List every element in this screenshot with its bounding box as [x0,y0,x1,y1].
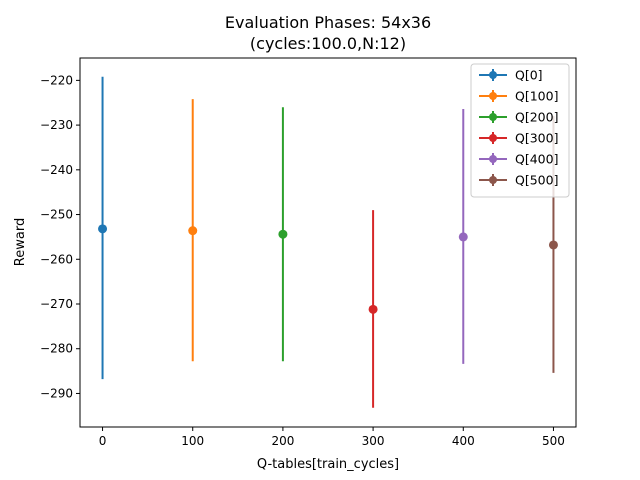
legend-label: Q[200] [515,110,558,125]
y-tick-label: −290 [40,386,73,400]
chart-title-line2: (cycles:100.0,N:12) [250,34,406,53]
x-tick-label: 0 [99,434,107,448]
legend-label: Q[300] [515,131,558,146]
data-point [188,226,198,236]
y-tick-label: −240 [40,163,73,177]
legend-marker [489,155,497,163]
x-tick-label: 100 [181,434,204,448]
legend-marker [489,92,497,100]
y-tick-label: −220 [40,73,73,87]
data-point [98,224,108,234]
legend-marker [489,176,497,184]
y-tick-label: −270 [40,297,73,311]
data-point [458,232,468,242]
legend-marker [489,113,497,121]
x-tick-label: 300 [362,434,385,448]
x-tick-label: 500 [542,434,565,448]
plot-frame [79,57,577,428]
legend-label: Q[100] [515,89,558,104]
x-tick-label: 200 [271,434,294,448]
legend: Q[0] Q[100] Q[200] Q[300] Q[400] Q[500] [470,63,570,198]
legend-label: Q[0] [515,68,543,83]
legend-label: Q[500] [515,173,558,188]
data-point [368,304,378,314]
x-axis-label: Q-tables[train_cycles] [257,457,399,472]
x-tick-label: 400 [452,434,475,448]
data-point [548,240,558,250]
y-tick-label: −230 [40,118,73,132]
legend-marker [489,134,497,142]
data-point [278,229,288,239]
legend-marker [489,71,497,79]
y-tick-label: −260 [40,252,73,266]
chart-title-line1: Evaluation Phases: 54x36 [225,13,431,32]
y-tick-label: −250 [40,208,73,222]
axis-ticks: 0 100 200 300 400 500 −220 −230 −240 −250 −260 −270… [40,73,565,448]
y-axis-label: Reward [13,218,28,266]
y-tick-label: −280 [40,342,73,356]
legend-label: Q[400] [515,152,558,167]
